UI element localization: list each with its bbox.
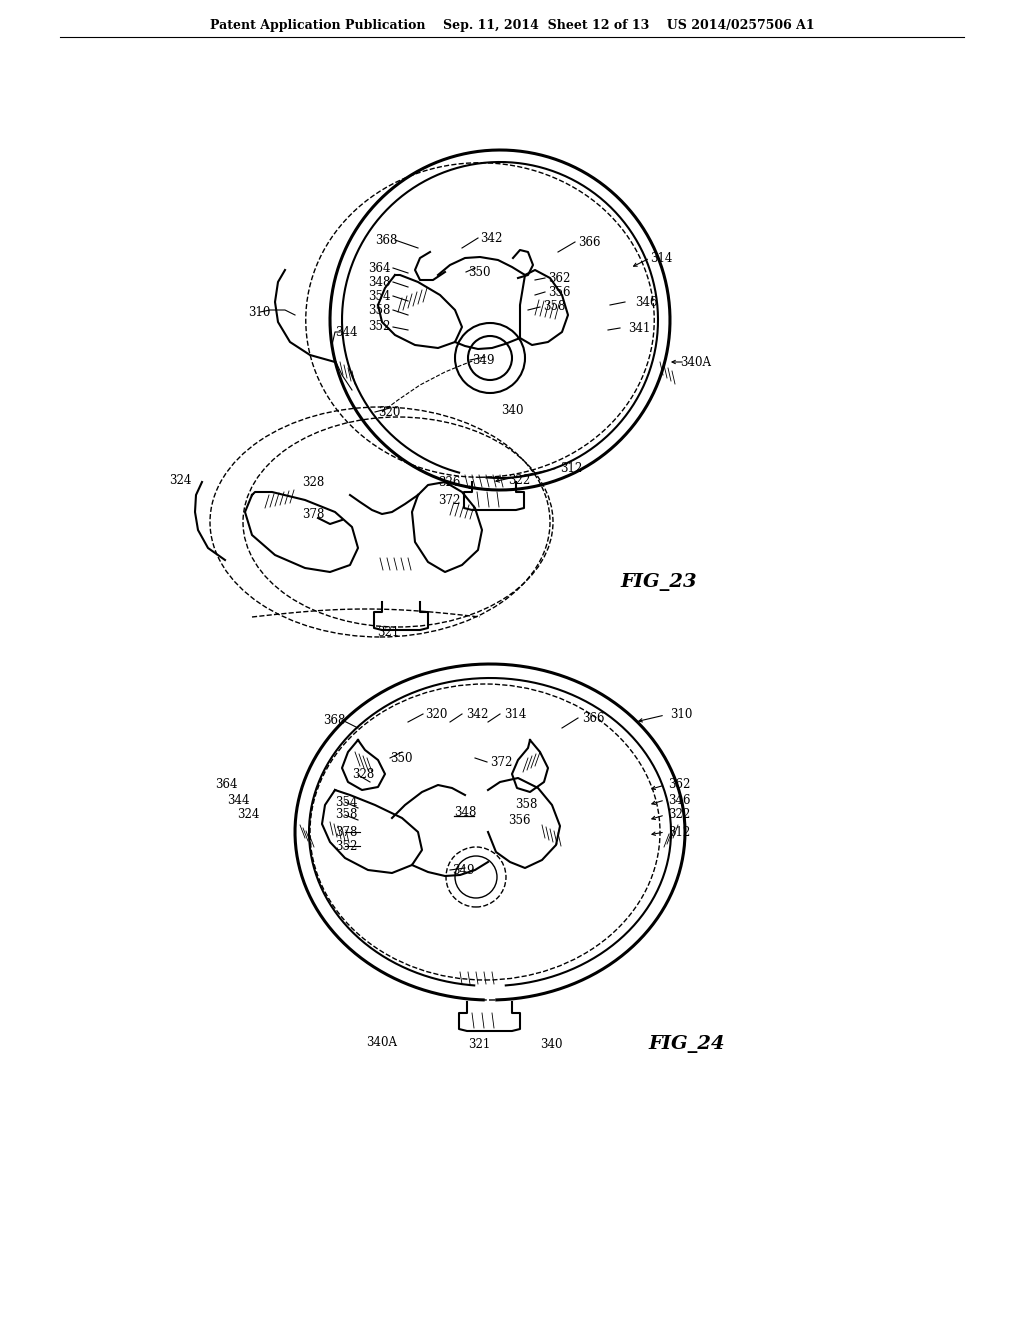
Text: 366: 366 [582,711,604,725]
Text: 328: 328 [352,768,374,781]
Text: 358: 358 [335,808,357,821]
Text: 328: 328 [302,475,325,488]
Text: 314: 314 [650,252,673,264]
Text: 350: 350 [468,265,490,279]
Text: 378: 378 [302,508,325,521]
Text: 354: 354 [335,796,357,808]
Text: 342: 342 [480,231,503,244]
Text: 372: 372 [438,494,461,507]
Text: 368: 368 [376,234,398,247]
Text: 320: 320 [378,405,400,418]
Text: 362: 362 [668,779,690,792]
Text: 324: 324 [170,474,193,487]
Text: 341: 341 [628,322,650,334]
Text: 362: 362 [548,272,570,285]
Text: 322: 322 [508,474,530,487]
Text: 378: 378 [335,825,357,838]
Text: 358: 358 [543,301,565,314]
Text: Patent Application Publication    Sep. 11, 2014  Sheet 12 of 13    US 2014/02575: Patent Application Publication Sep. 11, … [210,18,814,32]
Text: 354: 354 [368,289,390,302]
Text: FIG_24: FIG_24 [648,1035,725,1053]
Text: 350: 350 [390,751,413,764]
Text: 372: 372 [490,755,512,768]
Text: FIG_23: FIG_23 [620,573,696,591]
Text: 326: 326 [438,475,461,488]
Text: 364: 364 [215,779,238,792]
Text: 344: 344 [336,326,358,338]
Text: 358: 358 [515,799,538,812]
Text: 346: 346 [668,793,690,807]
Text: 366: 366 [578,235,600,248]
Text: 340A: 340A [367,1035,397,1048]
Text: 344: 344 [227,793,250,807]
Text: 364: 364 [368,261,390,275]
Text: 312: 312 [668,825,690,838]
Text: 368: 368 [323,714,345,726]
Text: 314: 314 [504,708,526,721]
Text: 358: 358 [368,304,390,317]
Text: 342: 342 [466,708,488,721]
Text: 356: 356 [508,813,530,826]
Text: 321: 321 [468,1038,490,1051]
Text: 340: 340 [540,1038,562,1051]
Text: 349: 349 [472,354,495,367]
Text: 310: 310 [248,305,270,318]
Text: 348: 348 [454,805,476,818]
Text: 352: 352 [368,321,390,334]
Text: 324: 324 [238,808,260,821]
Text: 322: 322 [668,808,690,821]
Text: 346: 346 [635,296,657,309]
Text: 310: 310 [670,709,692,722]
Text: 352: 352 [335,840,357,853]
Text: 320: 320 [425,708,447,721]
Text: 356: 356 [548,285,570,298]
Text: 349: 349 [452,863,474,876]
Text: 312: 312 [560,462,583,474]
Text: 321: 321 [377,626,399,639]
Text: 340: 340 [501,404,523,417]
Text: 340A: 340A [680,355,711,368]
Text: 348: 348 [368,276,390,289]
